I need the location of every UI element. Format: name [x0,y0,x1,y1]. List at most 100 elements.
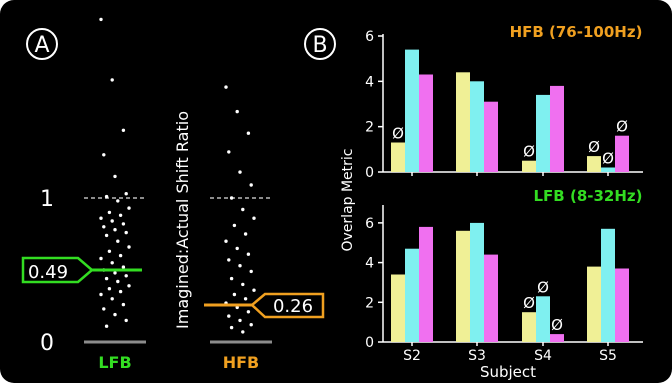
lfb-dot [113,271,117,275]
hfb-dot [241,207,245,212]
hfb-dot [246,310,251,314]
lfb-bar [536,296,550,342]
lfb-bar [550,334,564,342]
lfb-dot [113,312,117,317]
lfb-dot [124,274,128,278]
hfb-bar [550,85,564,172]
hfb-dot [232,292,237,297]
hfb-dot [246,131,251,135]
hfb-dot [238,264,242,268]
lfb-ytick-label: 6 [365,216,374,232]
lfb-category-label: S5 [599,348,617,364]
hfb-ytick-label: 0 [365,165,374,181]
lfb-dot [118,289,123,294]
panel-b-ylabel: Overlap Metric [340,148,356,251]
hfb-dot [246,252,251,256]
lfb-dot [107,287,112,291]
hfb-dot [241,282,245,287]
lfb-category-label: S4 [534,348,552,364]
lfb-dot [110,261,114,265]
hfb-median-label: 0.26 [273,296,313,317]
hfb-bar [522,160,536,172]
lfb-dot [102,307,106,311]
hfb-dot [241,330,245,334]
lfb-bar [391,274,405,342]
hfb-bar-chart-title: HFB (76-100Hz) [510,23,643,41]
hfb-bar [484,101,498,172]
panel-b-xlabel: Subject [480,363,536,381]
hfb-dot [238,318,242,323]
lfb-dot [121,302,126,307]
hfb-dot [243,232,248,236]
lfb-dot [124,318,128,323]
hfb-ytick-label: 2 [365,120,374,136]
hfb-bar [587,156,601,172]
lfb-ytick-label: 0 [365,335,374,351]
hfb-bar [601,167,615,172]
panel-b: B Overlap Metric HFB (76-100Hz) LFB (8-3… [304,23,643,381]
lfb-bar [587,266,601,342]
hfb-bar [405,49,419,172]
lfb-dot [116,279,120,284]
hfb-dot [227,314,231,318]
hfb-null-marker: Ø [523,143,535,161]
lfb-null-marker: Ø [551,316,563,334]
hfb-dot [229,276,234,281]
hfb-bar [470,81,484,172]
hfb-ytick-label: 6 [365,29,374,45]
hfb-dot [227,258,231,262]
panel-a-ytick-1: 1 [40,187,54,212]
hfb-null-marker: Ø [588,138,600,156]
hfb-median-callout [250,292,325,319]
lfb-ytick-label: 4 [365,256,374,272]
lfb-dot [104,276,109,281]
hfb-dot [235,246,239,251]
hfb-group-label: HFB [223,353,260,372]
hfb-bar [391,142,405,172]
lfb-dot [110,219,114,223]
lfb-dot [116,199,120,203]
lfb-dot [124,230,128,235]
hfb-ytick-label: 4 [365,74,374,90]
lfb-bar [419,226,433,342]
lfb-dot [99,216,103,220]
lfb-dot [127,284,131,288]
lfb-bar [405,248,419,342]
lfb-dot [102,225,106,229]
lfb-bar [522,312,536,342]
panel-a-label: A [34,33,49,58]
lfb-dot [127,245,131,249]
hfb-dot [238,170,242,174]
panel-a-ylabel: Imagined:Actual Shift Ratio [173,111,192,329]
lfb-dot [104,233,109,238]
lfb-median-callout [21,256,94,284]
hfb-bar [456,72,470,172]
lfb-null-marker: Ø [523,294,535,312]
lfb-dot [113,228,117,232]
panel-b-label-circle [304,28,336,60]
hfb-null-marker: Ø [616,118,628,136]
lfb-dot [124,192,128,196]
hfb-dot [224,239,228,243]
lfb-dot [127,206,131,210]
hfb-bar [615,135,629,172]
lfb-dot [99,292,103,297]
hfb-dot [232,223,237,228]
lfb-bar [456,230,470,342]
hfb-null-marker: Ø [602,150,614,168]
hfb-dot [252,288,256,292]
lfb-dot [118,253,123,258]
lfb-bar [601,228,615,342]
panel-a-label-circle [26,28,58,60]
hfb-null-marker: Ø [392,125,404,143]
hfb-dot [243,297,248,301]
lfb-dot [121,265,126,269]
lfb-dot [118,213,123,217]
lfb-dot [104,324,109,328]
hfb-dot [235,109,239,114]
lfb-dot [110,78,114,82]
hfb-dot [249,183,253,187]
